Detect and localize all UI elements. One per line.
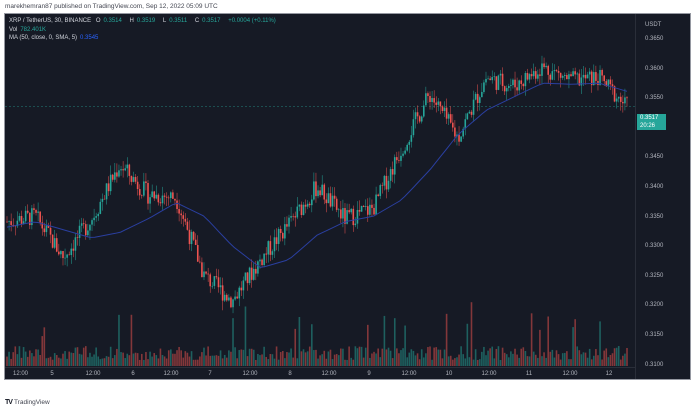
legend-volume-row: Vol 782.401K bbox=[9, 26, 279, 35]
tradingview-logo-icon: TV bbox=[5, 399, 13, 406]
time-tick: 12:00 bbox=[401, 371, 417, 377]
price-tick: 0.3600 bbox=[645, 65, 664, 72]
legend-ma-label[interactable]: MA (50, close, 0, SMA, 5) bbox=[9, 35, 78, 41]
legend-ma-row: MA (50, close, 0, SMA, 5) 0.3545 bbox=[9, 34, 279, 43]
time-tick: 12:00 bbox=[13, 371, 29, 377]
legend-volume: 782.401K bbox=[20, 26, 47, 33]
last-price: 0.3517 bbox=[640, 115, 659, 121]
legend-ohlc-row: XRP / TetherUS, 30, BINANCE O 0.3514 H 0.3… bbox=[9, 18, 276, 24]
legend-open: 0.3514 bbox=[103, 18, 122, 24]
time-tick: 12 bbox=[605, 371, 613, 377]
legend-close: 0.3517 bbox=[202, 18, 221, 24]
price-tick: 0.3450 bbox=[645, 154, 664, 161]
legend-ma-value: 0.3545 bbox=[80, 35, 99, 41]
time-tick: 6 bbox=[131, 371, 135, 377]
time-tick: 7 bbox=[208, 371, 212, 377]
chart-frame[interactable]: XRP / TetherUS, 30, BINANCE O 0.3514 H 0.3… bbox=[4, 13, 691, 380]
price-tick: 0.3300 bbox=[645, 243, 664, 250]
time-tick: 12:00 bbox=[163, 371, 179, 377]
time-tick: 8 bbox=[288, 371, 292, 377]
time-tick: 12:00 bbox=[562, 371, 578, 377]
legend-volume-label[interactable]: Vol bbox=[9, 26, 18, 33]
last-price-tag: 0.3517 20:26 bbox=[637, 114, 666, 130]
legend-low: 0.3511 bbox=[169, 18, 188, 24]
time-tick: 9 bbox=[367, 371, 371, 377]
price-chart-plot[interactable] bbox=[5, 14, 635, 367]
legend-change: +0.0004 (+0.11%) bbox=[228, 18, 276, 24]
price-tick: 0.3550 bbox=[645, 95, 664, 102]
time-tick: 12:00 bbox=[481, 371, 497, 377]
time-tick: 11 bbox=[525, 371, 533, 377]
time-tick: 12:00 bbox=[85, 371, 101, 377]
price-tick: 0.3250 bbox=[645, 272, 664, 279]
price-tick: 0.3100 bbox=[645, 361, 664, 368]
time-axis[interactable]: 12:00 5 12:00 6 12:00 7 12:00 8 12:00 9 12:00 10 12:… bbox=[5, 367, 635, 379]
time-tick: 10 bbox=[445, 371, 453, 377]
time-tick: 12:00 bbox=[242, 371, 258, 377]
price-tick: 0.3150 bbox=[645, 332, 664, 338]
tradingview-logo-text: TradingView bbox=[13, 399, 50, 406]
time-tick: 12:00 bbox=[321, 371, 337, 377]
price-tick: 0.3400 bbox=[645, 184, 664, 190]
publish-info: marekhemran87 published on TradingView.c… bbox=[5, 3, 218, 10]
price-axis[interactable]: USDT 0.36500.36000.35500.35000.34500.340… bbox=[635, 14, 690, 379]
legend-symbol[interactable]: XRP / TetherUS, 30, BINANCE bbox=[9, 18, 92, 24]
price-tick: 0.3650 bbox=[645, 36, 664, 42]
price-tick: 0.3350 bbox=[645, 213, 664, 220]
bar-countdown: 20:26 bbox=[640, 122, 656, 129]
moving-average-line bbox=[6, 82, 628, 269]
chart-legend: XRP / TetherUS, 30, BINANCE O 0.3514 H 0.3… bbox=[9, 17, 279, 43]
legend-high: 0.3519 bbox=[136, 18, 156, 24]
time-tick: 5 bbox=[50, 371, 54, 377]
currency-label: USDT bbox=[645, 22, 662, 28]
tradingview-logo: TV TradingView bbox=[5, 399, 50, 406]
price-tick: 0.3200 bbox=[645, 302, 664, 309]
